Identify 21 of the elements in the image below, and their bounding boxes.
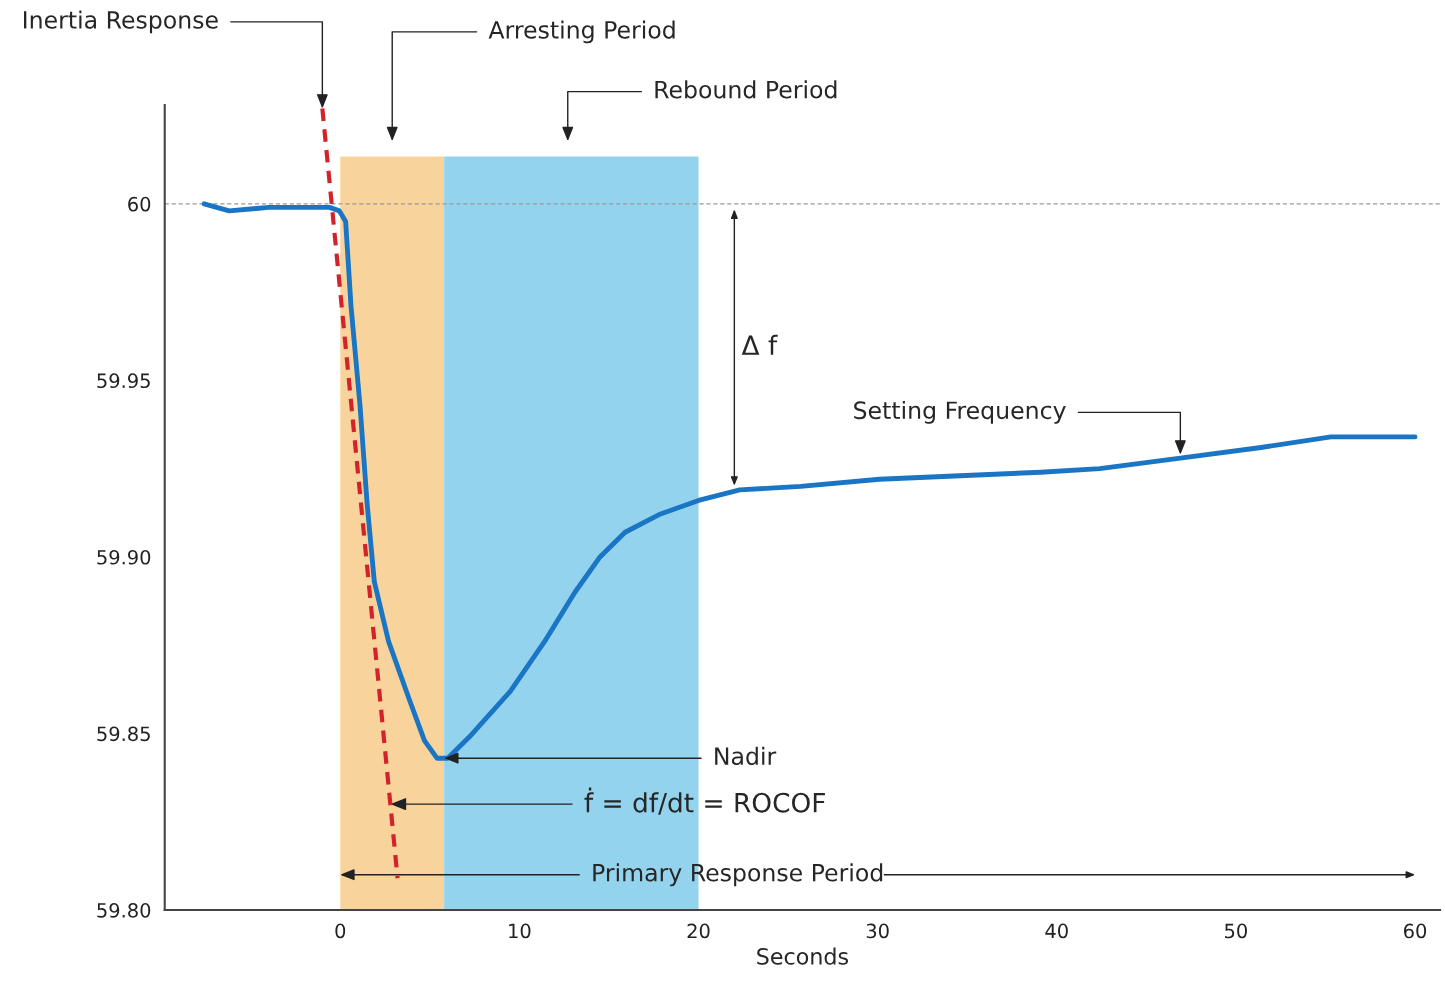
y-tick-label: 59.80 (97, 903, 151, 918)
y-tick-label: 59.90 (97, 549, 151, 565)
annotation: Primary Response Period (593, 863, 883, 887)
y-tick-label: 60 (128, 196, 151, 212)
x-tick-label: 50 (1225, 923, 1247, 939)
annotation: Δ f (741, 334, 778, 355)
y-tick-label: 59.95 (97, 373, 150, 389)
x-axis-title: Seconds (757, 947, 848, 965)
x-tick-label: 0 (335, 923, 346, 939)
x-tick-label: 10 (509, 923, 531, 939)
text: Arresting Period (488, 20, 675, 44)
annotation: Inertia Response (23, 10, 218, 34)
x-tick-label: 30 (866, 923, 889, 939)
annotation: Nadir (715, 746, 777, 766)
x-tick-label: 40 (1045, 923, 1068, 939)
x-tick-label: 20 (687, 923, 710, 939)
x-tick-label: 60 (1404, 923, 1427, 939)
annotation: ḟ = df/dt = ROCOF (584, 787, 825, 815)
text: Rebound Period (655, 80, 837, 99)
y-tick-label: 59.85 (97, 726, 150, 742)
annotation: Setting Frequency (854, 400, 1066, 424)
